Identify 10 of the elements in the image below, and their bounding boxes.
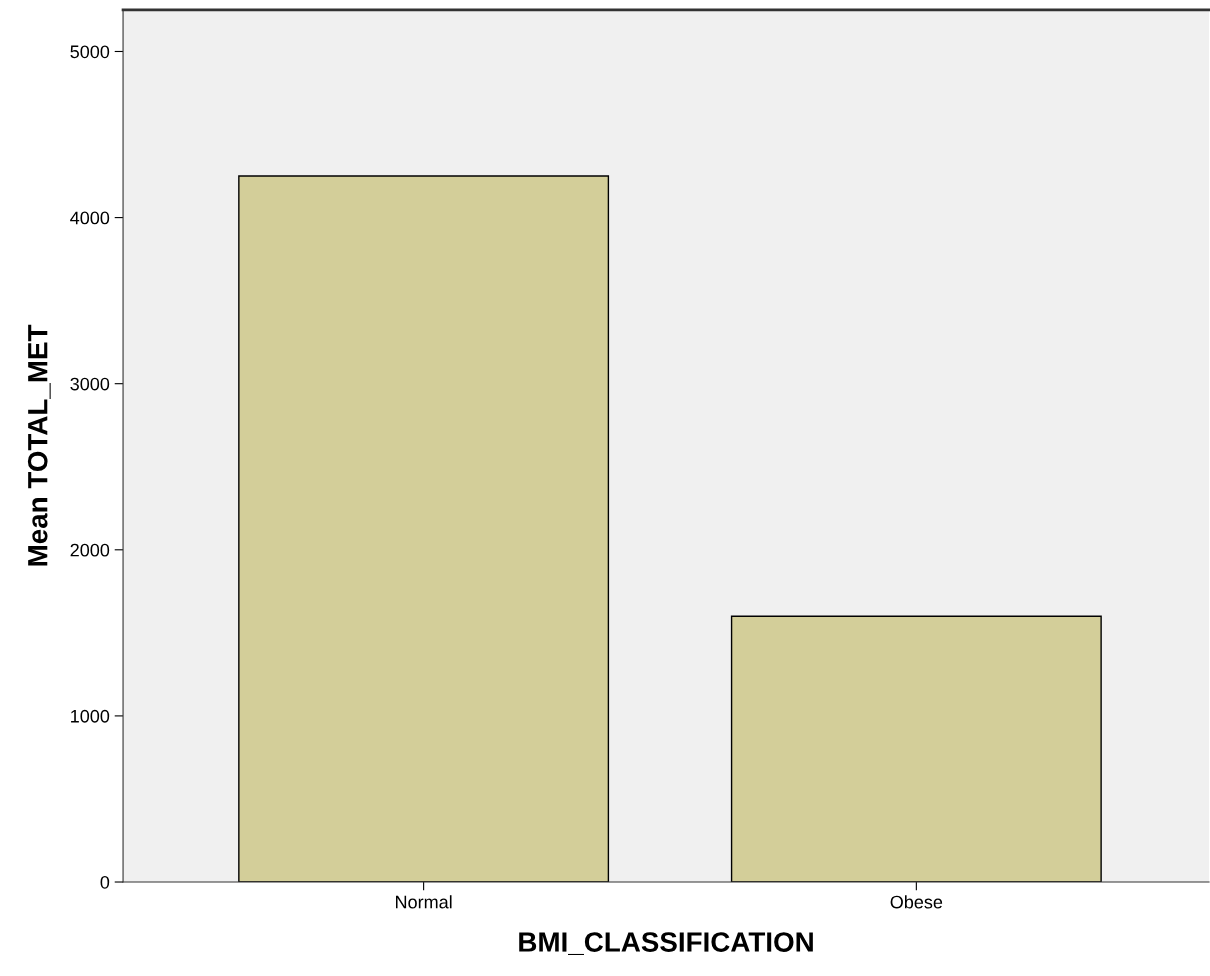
y-tick-label: 4000 <box>70 211 110 225</box>
y-tick-label: 1000 <box>71 709 110 723</box>
y-tick-label: 2000 <box>70 543 110 557</box>
y-tick-label: 5000 <box>70 45 110 59</box>
y-tick-label: 3000 <box>70 377 110 391</box>
y-tick-label: 0 <box>100 875 110 889</box>
x-axis-title: BMI_CLASSIFICATION <box>519 932 813 955</box>
x-tick-label: Obese <box>890 895 943 909</box>
y-axis-title: Mean TOTAL_MET <box>27 324 51 566</box>
x-tick-label: Normal <box>396 895 452 909</box>
